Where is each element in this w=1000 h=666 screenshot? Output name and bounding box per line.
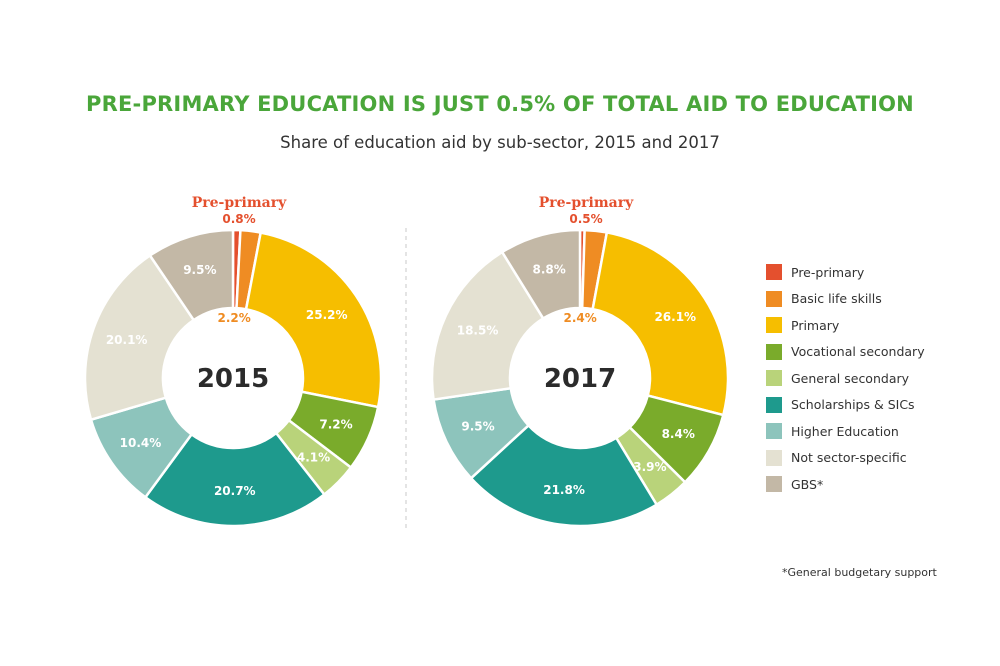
legend-swatch (766, 264, 782, 281)
legend-label: Basic life skills (791, 291, 882, 307)
legend-item-pre-primary: Pre-primary (766, 259, 986, 286)
legend-item-scholarships: Scholarships & SICs (766, 392, 986, 419)
legend-item-not-sector-specific: Not sector-specific (766, 445, 986, 472)
callout-value: 0.8% (222, 212, 255, 226)
footnote: *General budgetary support (782, 566, 937, 579)
legend-swatch (766, 370, 782, 387)
slice-label: 20.7% (214, 484, 256, 498)
legend-label: Higher Education (791, 423, 899, 439)
legend-item-primary: Primary (766, 312, 986, 339)
legend-swatch (766, 396, 782, 413)
legend-swatch (766, 343, 782, 360)
slice-primary (591, 230, 730, 417)
legend-label: Vocational secondary (791, 344, 925, 360)
slice-not-sector-specific (83, 253, 196, 422)
slice-label: 21.8% (543, 483, 585, 497)
slice-label: 8.4% (662, 427, 695, 441)
legend: Pre-primary Basic life skills Primary Vo… (766, 259, 986, 498)
slice-scholarships-sics (143, 431, 327, 528)
legend-item-vocational-secondary: Vocational secondary (766, 339, 986, 366)
slice-label: 2.2% (217, 311, 250, 325)
slice-label: 9.5% (183, 263, 216, 277)
slice-label: 20.1% (106, 333, 148, 347)
donut-chart-2017: 2.4% 26.1% 8.4% 3.9% 21.8% 9.5% 18.5% 8.8% Pre-p… (430, 195, 730, 528)
legend-swatch (766, 290, 782, 307)
chart-title: PRE-PRIMARY EDUCATION IS JUST 0.5% OF TO… (86, 92, 914, 116)
legend-label: Scholarships & SICs (791, 397, 915, 413)
slice-label: 3.9% (633, 460, 666, 474)
slice-primary (244, 231, 383, 409)
slice-label: 4.1% (297, 450, 330, 464)
slice-label: 2.4% (564, 311, 597, 325)
legend-label: GBS* (791, 476, 824, 492)
slice-gbs (148, 228, 235, 322)
legend-item-gbs: GBS* (766, 471, 986, 498)
slice-label: 10.4% (120, 436, 162, 450)
legend-item-general-secondary: General secondary (766, 365, 986, 392)
legend-item-higher-education: Higher Education (766, 418, 986, 445)
chart-subtitle: Share of education aid by sub-sector, 20… (280, 133, 720, 152)
center-year-label: 2017 (544, 364, 616, 394)
slice-label: 26.1% (654, 310, 696, 324)
slice-label: 9.5% (461, 420, 494, 434)
callout-value: 0.5% (569, 212, 602, 226)
legend-swatch (766, 317, 782, 334)
slice-gbs (500, 228, 582, 321)
callout-title: Pre-primary (192, 195, 287, 211)
legend-label: Primary (791, 317, 840, 333)
callout-title: Pre-primary (539, 195, 634, 211)
slice-scholarships-sics (469, 423, 659, 528)
legend-label: Not sector-specific (791, 450, 907, 466)
legend-label: Pre-primary (791, 264, 865, 280)
legend-item-basic-life-skills: Basic life skills (766, 286, 986, 313)
slice-label: 25.2% (306, 308, 348, 322)
legend-swatch (766, 449, 782, 466)
slice-label: 18.5% (457, 323, 499, 337)
donut-chart-2015: 2.2% 25.2% 7.2% 4.1% 20.7% 10.4% 20.1% 9.5% Pre-… (83, 195, 383, 528)
legend-label: General secondary (791, 370, 910, 386)
legend-swatch (766, 423, 782, 440)
slice-label: 8.8% (532, 262, 565, 276)
legend-swatch (766, 476, 782, 493)
slice-label: 7.2% (319, 417, 352, 431)
slice-not-sector-specific (430, 250, 545, 401)
center-year-label: 2015 (197, 364, 269, 394)
